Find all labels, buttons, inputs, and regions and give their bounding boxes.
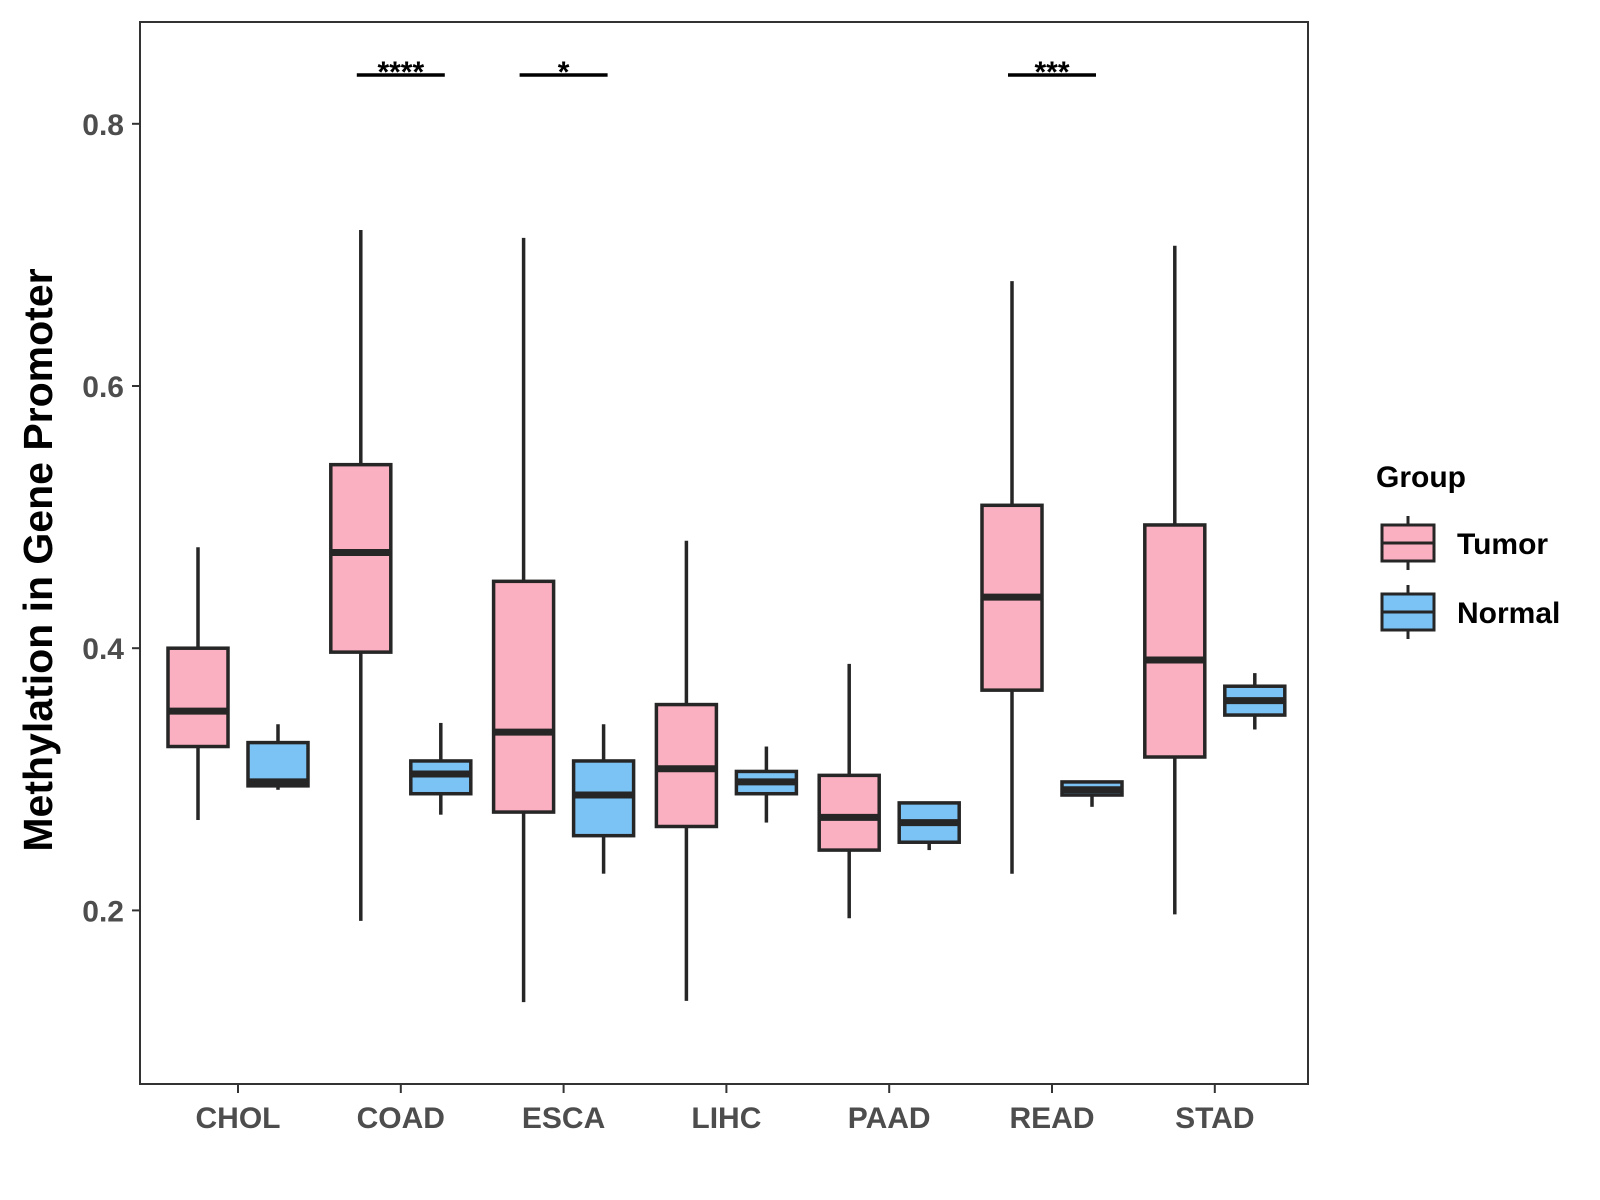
y-tick-label: 0.8 — [82, 109, 124, 142]
boxes-layer — [166, 229, 1287, 1003]
box-stad-normal — [1223, 673, 1287, 730]
y-axis: 0.2 0.4 0.6 0.8 — [82, 109, 140, 928]
box-lihc-tumor — [654, 540, 719, 1001]
box-esca-normal — [571, 724, 636, 874]
box-body-stad-tumor — [1143, 523, 1207, 759]
legend-title: Group — [1376, 461, 1466, 494]
box-read-normal — [1060, 780, 1124, 807]
box-paad-tumor — [817, 663, 881, 919]
legend-item-tumor: Tumor — [1380, 516, 1548, 570]
box-esca-tumor — [491, 237, 556, 1003]
x-tick-label-read: READ — [1009, 1102, 1094, 1135]
box-chol-tumor — [166, 547, 230, 820]
box-body-esca-tumor — [491, 579, 556, 814]
box-body-coad-tumor — [329, 462, 393, 654]
box-coad-normal — [409, 722, 473, 815]
box-stad-tumor — [1143, 245, 1207, 915]
legend-item-normal: Normal — [1380, 585, 1560, 639]
y-tick-label: 0.6 — [82, 371, 124, 404]
significance-annotations: **** * *** — [356, 56, 1096, 89]
significance-label: **** — [377, 56, 424, 89]
y-tick-label: 0.4 — [82, 633, 124, 666]
plot-panel — [139, 21, 1309, 1085]
x-tick-label-esca: ESCA — [522, 1102, 605, 1135]
box-body-paad-tumor — [817, 773, 881, 852]
legend: Group Tumor Normal — [1376, 461, 1560, 639]
box-chol-normal — [246, 724, 310, 790]
box-lihc-normal — [734, 746, 799, 823]
x-axis: CHOL COAD ESCA LIHC PAAD READ STAD — [196, 1084, 1255, 1135]
box-coad-tumor — [329, 229, 393, 921]
x-tick-label-coad: COAD — [357, 1102, 445, 1135]
significance-read: *** — [1008, 56, 1096, 89]
significance-label: *** — [1034, 56, 1069, 89]
box-body-chol-tumor — [166, 646, 230, 749]
legend-label-tumor: Tumor — [1457, 528, 1548, 561]
significance-esca: * — [519, 56, 608, 89]
significance-coad: **** — [356, 56, 445, 89]
box-read-tumor — [980, 281, 1044, 874]
x-tick-label-lihc: LIHC — [691, 1102, 761, 1135]
y-tick-label: 0.2 — [82, 895, 124, 928]
legend-label-normal: Normal — [1457, 597, 1560, 630]
significance-label: * — [558, 56, 570, 89]
x-tick-label-paad: PAAD — [848, 1102, 931, 1135]
x-tick-label-chol: CHOL — [196, 1102, 281, 1135]
x-tick-label-stad: STAD — [1175, 1102, 1254, 1135]
box-paad-normal — [897, 801, 961, 851]
y-axis-title: Methylation in Gene Promoter — [15, 268, 61, 851]
